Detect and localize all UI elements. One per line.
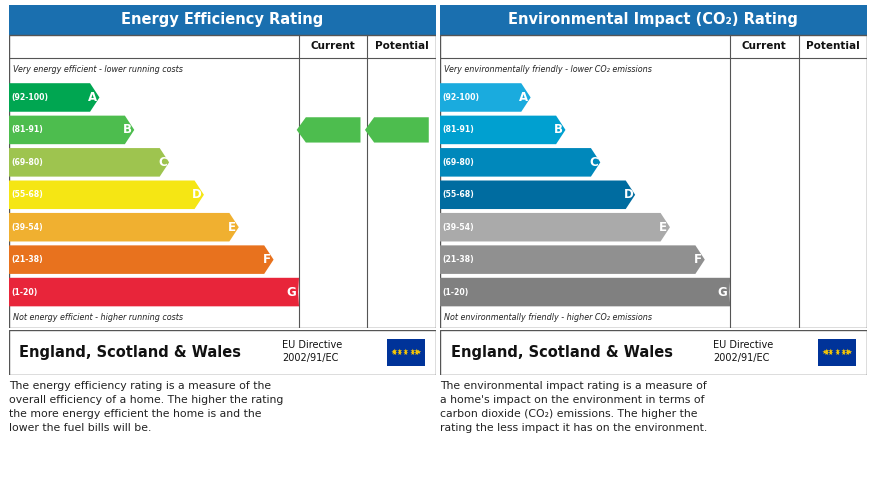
- Polygon shape: [9, 278, 299, 306]
- Text: ★: ★: [840, 351, 846, 356]
- Polygon shape: [440, 83, 531, 112]
- Text: England, Scotland & Wales: England, Scotland & Wales: [451, 345, 672, 360]
- Text: Potential: Potential: [375, 41, 429, 51]
- Text: ★: ★: [845, 350, 851, 354]
- Text: Very energy efficient - lower running costs: Very energy efficient - lower running co…: [13, 65, 183, 74]
- Text: ★: ★: [823, 350, 829, 354]
- Text: (92-100): (92-100): [11, 93, 48, 102]
- Polygon shape: [440, 246, 705, 274]
- Text: ★: ★: [834, 352, 840, 356]
- Text: E: E: [659, 221, 667, 234]
- Text: ★: ★: [847, 350, 853, 355]
- Bar: [818, 339, 856, 366]
- Polygon shape: [9, 246, 274, 274]
- Text: (21-38): (21-38): [443, 255, 474, 264]
- Text: (21-38): (21-38): [11, 255, 43, 264]
- Text: Current: Current: [742, 41, 787, 51]
- Polygon shape: [440, 148, 600, 176]
- Polygon shape: [365, 117, 429, 142]
- Text: Energy Efficiency Rating: Energy Efficiency Rating: [121, 12, 323, 27]
- Text: ★: ★: [414, 350, 420, 354]
- Text: G: G: [287, 285, 297, 299]
- Bar: [440, 5, 867, 35]
- Text: G: G: [718, 285, 728, 299]
- Text: D: D: [623, 188, 634, 201]
- Text: ★: ★: [834, 349, 840, 353]
- Text: ★: ★: [840, 349, 846, 354]
- Text: ★: ★: [409, 349, 414, 354]
- Polygon shape: [9, 116, 135, 144]
- Text: ★: ★: [823, 351, 829, 355]
- Text: Not energy efficient - higher running costs: Not energy efficient - higher running co…: [13, 314, 183, 322]
- Text: The energy efficiency rating is a measure of the
overall efficiency of a home. T: The energy efficiency rating is a measur…: [9, 381, 283, 432]
- Text: ★: ★: [392, 351, 398, 355]
- Polygon shape: [9, 213, 238, 242]
- Polygon shape: [440, 116, 566, 144]
- Text: Current: Current: [311, 41, 356, 51]
- Text: ★: ★: [392, 350, 398, 354]
- Text: ★: ★: [828, 351, 833, 356]
- Polygon shape: [9, 148, 169, 176]
- Text: (55-68): (55-68): [11, 190, 43, 199]
- Polygon shape: [440, 180, 635, 209]
- Text: 84: 84: [326, 123, 345, 137]
- Text: ★: ★: [409, 351, 414, 356]
- Text: E: E: [228, 221, 236, 234]
- Text: A: A: [519, 91, 528, 104]
- Text: ★: ★: [397, 349, 402, 354]
- Text: (1-20): (1-20): [443, 287, 469, 297]
- Text: ★: ★: [415, 350, 422, 355]
- Polygon shape: [297, 117, 361, 142]
- Text: (81-91): (81-91): [11, 125, 43, 135]
- Polygon shape: [440, 278, 730, 306]
- Text: D: D: [192, 188, 202, 201]
- Text: EU Directive
2002/91/EC: EU Directive 2002/91/EC: [282, 340, 342, 363]
- Polygon shape: [9, 83, 99, 112]
- Text: (92-100): (92-100): [443, 93, 480, 102]
- Text: F: F: [694, 253, 702, 266]
- Text: ★: ★: [828, 349, 833, 354]
- Text: England, Scotland & Wales: England, Scotland & Wales: [19, 345, 241, 360]
- Text: (39-54): (39-54): [443, 223, 474, 232]
- Text: 84: 84: [394, 123, 414, 137]
- Text: The environmental impact rating is a measure of
a home's impact on the environme: The environmental impact rating is a mea…: [440, 381, 708, 432]
- Text: B: B: [123, 123, 132, 137]
- Text: ★: ★: [845, 351, 851, 355]
- Text: (69-80): (69-80): [11, 158, 43, 167]
- Text: A: A: [88, 91, 97, 104]
- Bar: [386, 339, 425, 366]
- Text: ★: ★: [821, 350, 827, 355]
- Text: ★: ★: [390, 350, 396, 355]
- Text: (1-20): (1-20): [11, 287, 38, 297]
- Polygon shape: [440, 213, 670, 242]
- Text: Very environmentally friendly - lower CO₂ emissions: Very environmentally friendly - lower CO…: [444, 65, 652, 74]
- Text: Potential: Potential: [806, 41, 860, 51]
- Text: ★: ★: [403, 349, 408, 353]
- Bar: [9, 5, 436, 35]
- Text: (81-91): (81-91): [443, 125, 474, 135]
- Text: F: F: [263, 253, 271, 266]
- Polygon shape: [9, 180, 204, 209]
- Text: (69-80): (69-80): [443, 158, 474, 167]
- Text: ★: ★: [403, 352, 408, 356]
- Text: C: C: [589, 156, 598, 169]
- Text: B: B: [554, 123, 563, 137]
- Text: EU Directive
2002/91/EC: EU Directive 2002/91/EC: [713, 340, 774, 363]
- Text: (39-54): (39-54): [11, 223, 43, 232]
- Text: ★: ★: [397, 351, 402, 356]
- Text: C: C: [158, 156, 166, 169]
- Text: Environmental Impact (CO₂) Rating: Environmental Impact (CO₂) Rating: [509, 12, 798, 27]
- Text: (55-68): (55-68): [443, 190, 474, 199]
- Text: ★: ★: [414, 351, 420, 355]
- Text: Not environmentally friendly - higher CO₂ emissions: Not environmentally friendly - higher CO…: [444, 314, 652, 322]
